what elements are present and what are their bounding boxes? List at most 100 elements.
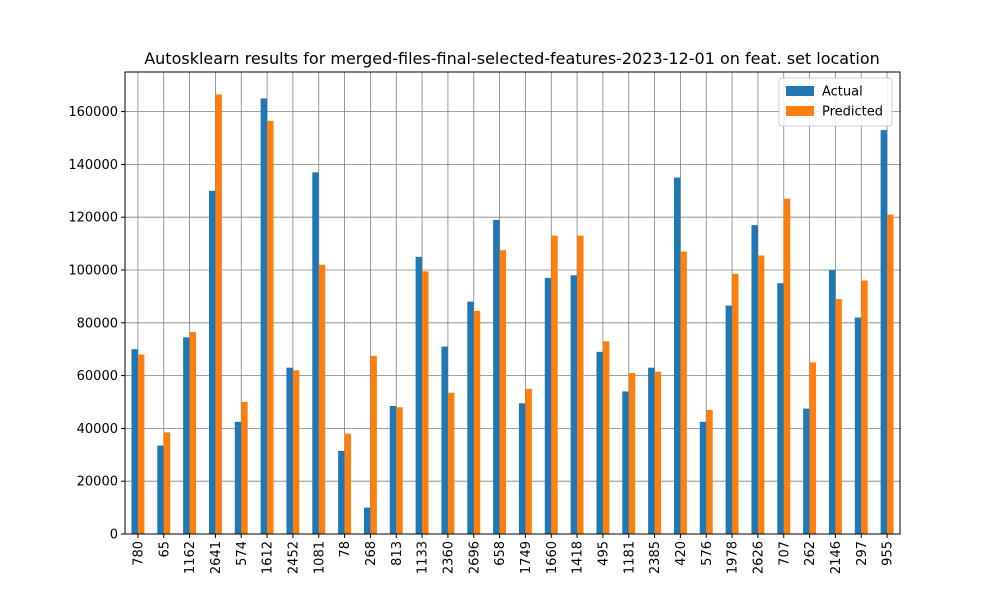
legend-swatch-actual — [786, 86, 814, 96]
bar-actual-1133 — [415, 256, 423, 534]
y-axis: 0 20000 40000 60000 80000 100000 120000 140000 1… — [68, 105, 125, 543]
x-tick-label: 780 — [131, 541, 146, 566]
plot-frame — [124, 71, 901, 535]
x-tick-label: 78 — [338, 541, 353, 558]
chart-title: Autosklearn results for merged-files-fin… — [144, 49, 880, 68]
x-tick-label: 65 — [157, 541, 172, 558]
x-tick-label: 955 — [881, 541, 896, 566]
x-tick-label: 1133 — [416, 541, 431, 574]
y-tick-label: 100000 — [68, 264, 118, 279]
x-tick-label: 1418 — [571, 541, 586, 574]
legend: Actual Predicted — [778, 77, 893, 127]
bar-actual-1418 — [570, 275, 578, 534]
bar-predicted-1418 — [577, 235, 584, 534]
bar-actual-780 — [131, 349, 138, 534]
x-tick-label: 707 — [777, 541, 792, 566]
x-tick-label: 262 — [803, 541, 818, 566]
bar-actual-2626 — [751, 225, 758, 534]
bar-actual-1612 — [260, 98, 268, 535]
bar-actual-1978 — [725, 305, 733, 534]
x-tick-label: 2696 — [467, 541, 482, 574]
y-tick-label: 40000 — [77, 422, 118, 437]
x-tick-label: 1162 — [183, 541, 198, 574]
x-tick-label: 1660 — [545, 541, 560, 574]
bar-predicted-1612 — [267, 120, 274, 534]
bar-actual-65 — [157, 445, 164, 534]
bar-predicted-955 — [887, 214, 894, 534]
x-tick-label: 576 — [700, 541, 715, 566]
bar-predicted-78 — [344, 433, 352, 534]
x-tick-label: 658 — [493, 541, 508, 566]
bar-actual-268 — [363, 507, 371, 534]
x-tick-label: 2360 — [441, 541, 456, 574]
x-tick-label: 813 — [390, 541, 405, 566]
bar-predicted-495 — [602, 341, 610, 534]
bar-predicted-1181 — [628, 372, 636, 534]
y-tick-label: 60000 — [77, 369, 118, 384]
bar-predicted-1081 — [318, 264, 326, 534]
bar-actual-2146 — [828, 270, 836, 534]
legend-label-actual: Actual — [822, 85, 863, 100]
bar-actual-658 — [493, 219, 500, 534]
bar-actual-2385 — [648, 367, 655, 534]
x-tick-label: 420 — [674, 541, 689, 566]
bar-actual-1081 — [312, 172, 319, 534]
x-tick-label: 1081 — [312, 541, 327, 574]
bar-predicted-1162 — [189, 332, 197, 534]
bar-actual-707 — [777, 283, 784, 534]
bar-predicted-1749 — [525, 388, 532, 534]
bar-actual-2696 — [467, 301, 474, 534]
bar-actual-78 — [338, 450, 345, 534]
x-tick-label: 2385 — [648, 541, 663, 574]
bar-predicted-1660 — [551, 235, 558, 534]
x-tick-label: 1612 — [261, 541, 276, 574]
y-tick-label: 120000 — [68, 211, 118, 226]
bar-predicted-1978 — [732, 273, 739, 534]
bar-predicted-420 — [680, 251, 687, 534]
x-tick-label: 268 — [364, 541, 379, 566]
bar-predicted-576 — [706, 409, 713, 534]
bar-actual-1181 — [622, 391, 629, 534]
x-tick-label: 495 — [596, 541, 611, 566]
bar-predicted-2626 — [757, 255, 765, 535]
bar-predicted-1133 — [422, 271, 429, 534]
x-axis: 780 65 1162 2641 574 1612 2452 1081 78 268 813 1133… — [131, 534, 896, 574]
bar-actual-2641 — [208, 190, 216, 535]
bar-actual-420 — [673, 177, 681, 534]
x-tick-label: 1978 — [726, 541, 741, 574]
bar-predicted-2146 — [835, 299, 842, 534]
bar-predicted-268 — [370, 355, 377, 534]
y-tick-label: 140000 — [68, 158, 118, 173]
bar-predicted-574 — [241, 402, 248, 534]
x-tick-label: 2641 — [209, 541, 224, 574]
bar-predicted-262 — [809, 362, 817, 534]
bar-actual-1749 — [518, 403, 526, 534]
bar-actual-574 — [234, 421, 242, 534]
x-tick-label: 2452 — [286, 541, 301, 574]
bar-predicted-2360 — [447, 392, 455, 534]
y-tick-label: 160000 — [68, 105, 118, 120]
bar-actual-1660 — [544, 277, 552, 534]
bar-predicted-780 — [137, 354, 145, 534]
legend-label-predicted: Predicted — [822, 105, 883, 120]
x-tick-label: 297 — [855, 541, 870, 566]
legend-swatch-predicted — [786, 106, 814, 116]
bar-actual-495 — [596, 351, 603, 534]
bar-predicted-65 — [163, 432, 171, 534]
x-tick-label: 1181 — [622, 541, 637, 574]
bar-actual-813 — [389, 405, 397, 534]
x-tick-label: 1749 — [519, 541, 534, 574]
bar-actual-2452 — [286, 367, 293, 534]
bar-predicted-2385 — [654, 371, 662, 534]
y-tick-label: 80000 — [77, 316, 118, 331]
x-tick-label: 2146 — [829, 541, 844, 574]
y-tick-label: 20000 — [77, 475, 118, 490]
bar-predicted-707 — [783, 198, 791, 534]
x-tick-label: 574 — [235, 541, 250, 566]
x-tick-label: 2626 — [751, 541, 766, 574]
bar-actual-297 — [854, 317, 862, 534]
bar-predicted-658 — [499, 250, 507, 534]
bar-actual-2360 — [441, 346, 448, 534]
